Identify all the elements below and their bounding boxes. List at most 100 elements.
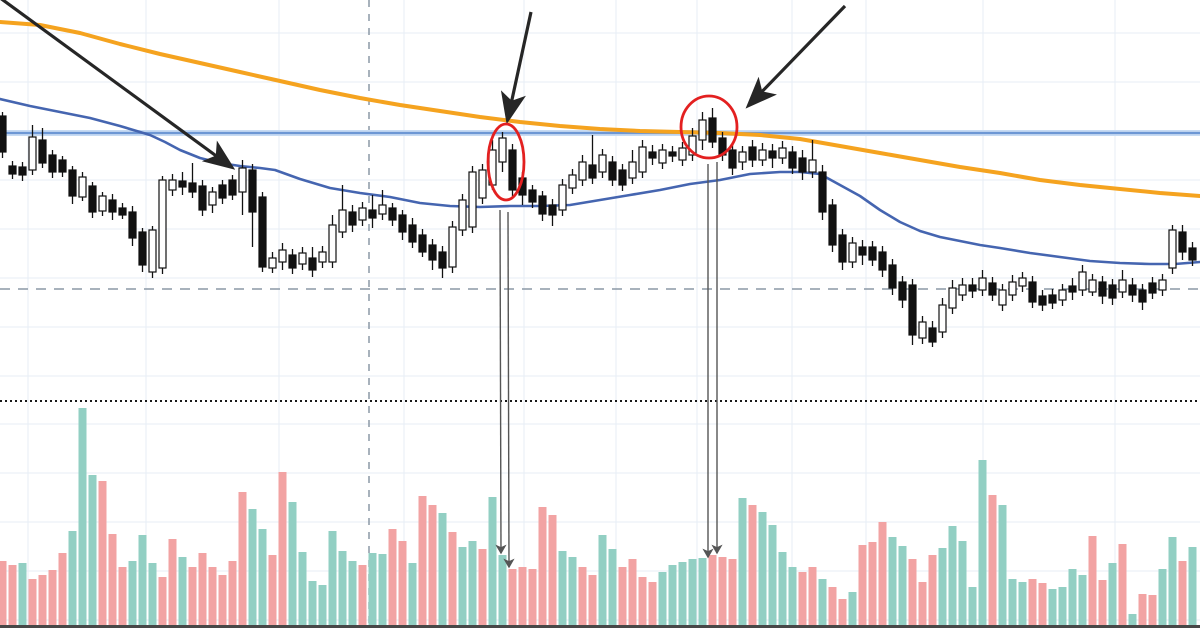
candle-body-bull — [1018, 277, 1027, 287]
volume-bar-up — [658, 572, 667, 627]
volume-bar-down — [908, 559, 917, 627]
volume-bar-up — [88, 475, 97, 627]
volume-bar-down — [728, 559, 737, 627]
volume-bar-down — [868, 542, 877, 627]
volume-bar-up — [948, 526, 957, 627]
candle-body-bull — [628, 161, 637, 179]
candle-body-bear — [868, 246, 877, 261]
volume-bar-up — [438, 513, 447, 627]
candle-body-bull — [598, 154, 607, 173]
volume-bar-up — [1108, 563, 1117, 627]
volume-bar-down — [1118, 544, 1127, 627]
candle-body-bull — [168, 179, 177, 191]
candle-body-bull — [778, 147, 787, 159]
candle-body-bear — [418, 234, 427, 253]
ma-fast-blue-line — [0, 97, 1200, 266]
candle-body-bear — [88, 185, 97, 213]
volume-bar-up — [318, 585, 327, 627]
candle-body-bear — [388, 207, 397, 221]
candle-body-bull — [328, 224, 337, 263]
volume-bar-down — [208, 567, 217, 627]
volume-bar-down — [98, 481, 107, 627]
candle-body-bear — [618, 169, 627, 186]
candle-body-bear — [288, 254, 297, 269]
candle-body-bear — [788, 151, 797, 169]
annotation-circles — [486, 94, 739, 202]
candle-body-bear — [178, 180, 187, 188]
volume-bar-up — [1158, 569, 1167, 627]
candle-body-bull — [638, 146, 647, 173]
candle-body-bear — [818, 171, 827, 213]
volume-bar-down — [448, 532, 457, 627]
candle-body-bear — [728, 149, 737, 169]
candle-body-bear — [668, 151, 677, 157]
volume-bar-down — [1148, 595, 1157, 627]
volume-bar-up — [178, 557, 187, 627]
candle-body-bull — [1158, 279, 1167, 291]
volume-bar-up — [458, 547, 467, 627]
candle-body-bear — [398, 214, 407, 233]
candle-body-bear — [548, 204, 557, 216]
volume-bar-down — [828, 587, 837, 627]
candle-body-bear — [408, 224, 417, 243]
volume-bar-down — [198, 553, 207, 627]
volume-bar-down — [858, 545, 867, 627]
annotation-arrow — [745, 4, 847, 109]
candle-body-bull — [758, 149, 767, 161]
volume-bar-up — [128, 561, 137, 627]
candle-body-bear — [1068, 285, 1077, 293]
volume-bar-up — [378, 554, 387, 627]
volume-bar-up — [498, 555, 507, 627]
volume-bar-up — [888, 537, 897, 627]
candle-body-bear — [1188, 247, 1197, 261]
volume-bar-down — [618, 567, 627, 627]
volume-bar-down — [108, 534, 117, 627]
candle-body-bear — [18, 166, 27, 176]
candle-body-bull — [458, 199, 467, 231]
candle-body-bear — [368, 209, 377, 219]
volume-bar-up — [1058, 587, 1067, 627]
candle-body-bear — [48, 154, 57, 173]
volume-bar-up — [898, 546, 907, 627]
candle-body-bull — [918, 321, 927, 339]
candle-body-bear — [828, 204, 837, 246]
volume-bar-up — [978, 460, 987, 627]
candle-body-bear — [708, 117, 717, 143]
volume-bar-up — [608, 549, 617, 627]
candle-body-bear — [588, 164, 597, 179]
candle-body-bear — [38, 139, 47, 164]
volume-bar-up — [558, 551, 567, 627]
volume-bar-down — [718, 557, 727, 627]
volume-bar-up — [958, 541, 967, 627]
volume-bars — [0, 408, 1197, 627]
volume-bar-up — [258, 529, 267, 627]
candle-body-bull — [498, 137, 507, 163]
volume-bar-up — [18, 563, 27, 627]
candle-body-bear — [838, 234, 847, 263]
volume-bar-down — [638, 577, 647, 627]
volume-pointer-arrows — [495, 162, 723, 569]
candle-body-bear — [858, 246, 867, 256]
candle-body-bull — [1008, 281, 1017, 296]
volume-bar-up — [468, 541, 477, 627]
volume-bar-up — [368, 553, 377, 627]
candle-body-bull — [338, 209, 347, 233]
volume-bar-down — [808, 567, 817, 627]
ma-slow-orange-line — [0, 20, 1200, 198]
volume-bar-up — [488, 497, 497, 627]
volume-bar-up — [328, 531, 337, 627]
volume-bar-down — [1098, 580, 1107, 627]
candle-body-bull — [688, 135, 697, 156]
volume-bar-up — [768, 525, 777, 627]
volume-bar-up — [778, 552, 787, 627]
candle-body-bull — [378, 204, 387, 215]
volume-bar-down — [28, 579, 37, 627]
candle-body-bear — [928, 327, 937, 343]
candle-body-bear — [608, 161, 617, 181]
candle-body-bull — [658, 149, 667, 164]
volume-bar-down — [1138, 594, 1147, 627]
volume-bar-up — [248, 509, 257, 627]
volume-bar-down — [0, 561, 7, 627]
volume-bar-down — [928, 555, 937, 627]
